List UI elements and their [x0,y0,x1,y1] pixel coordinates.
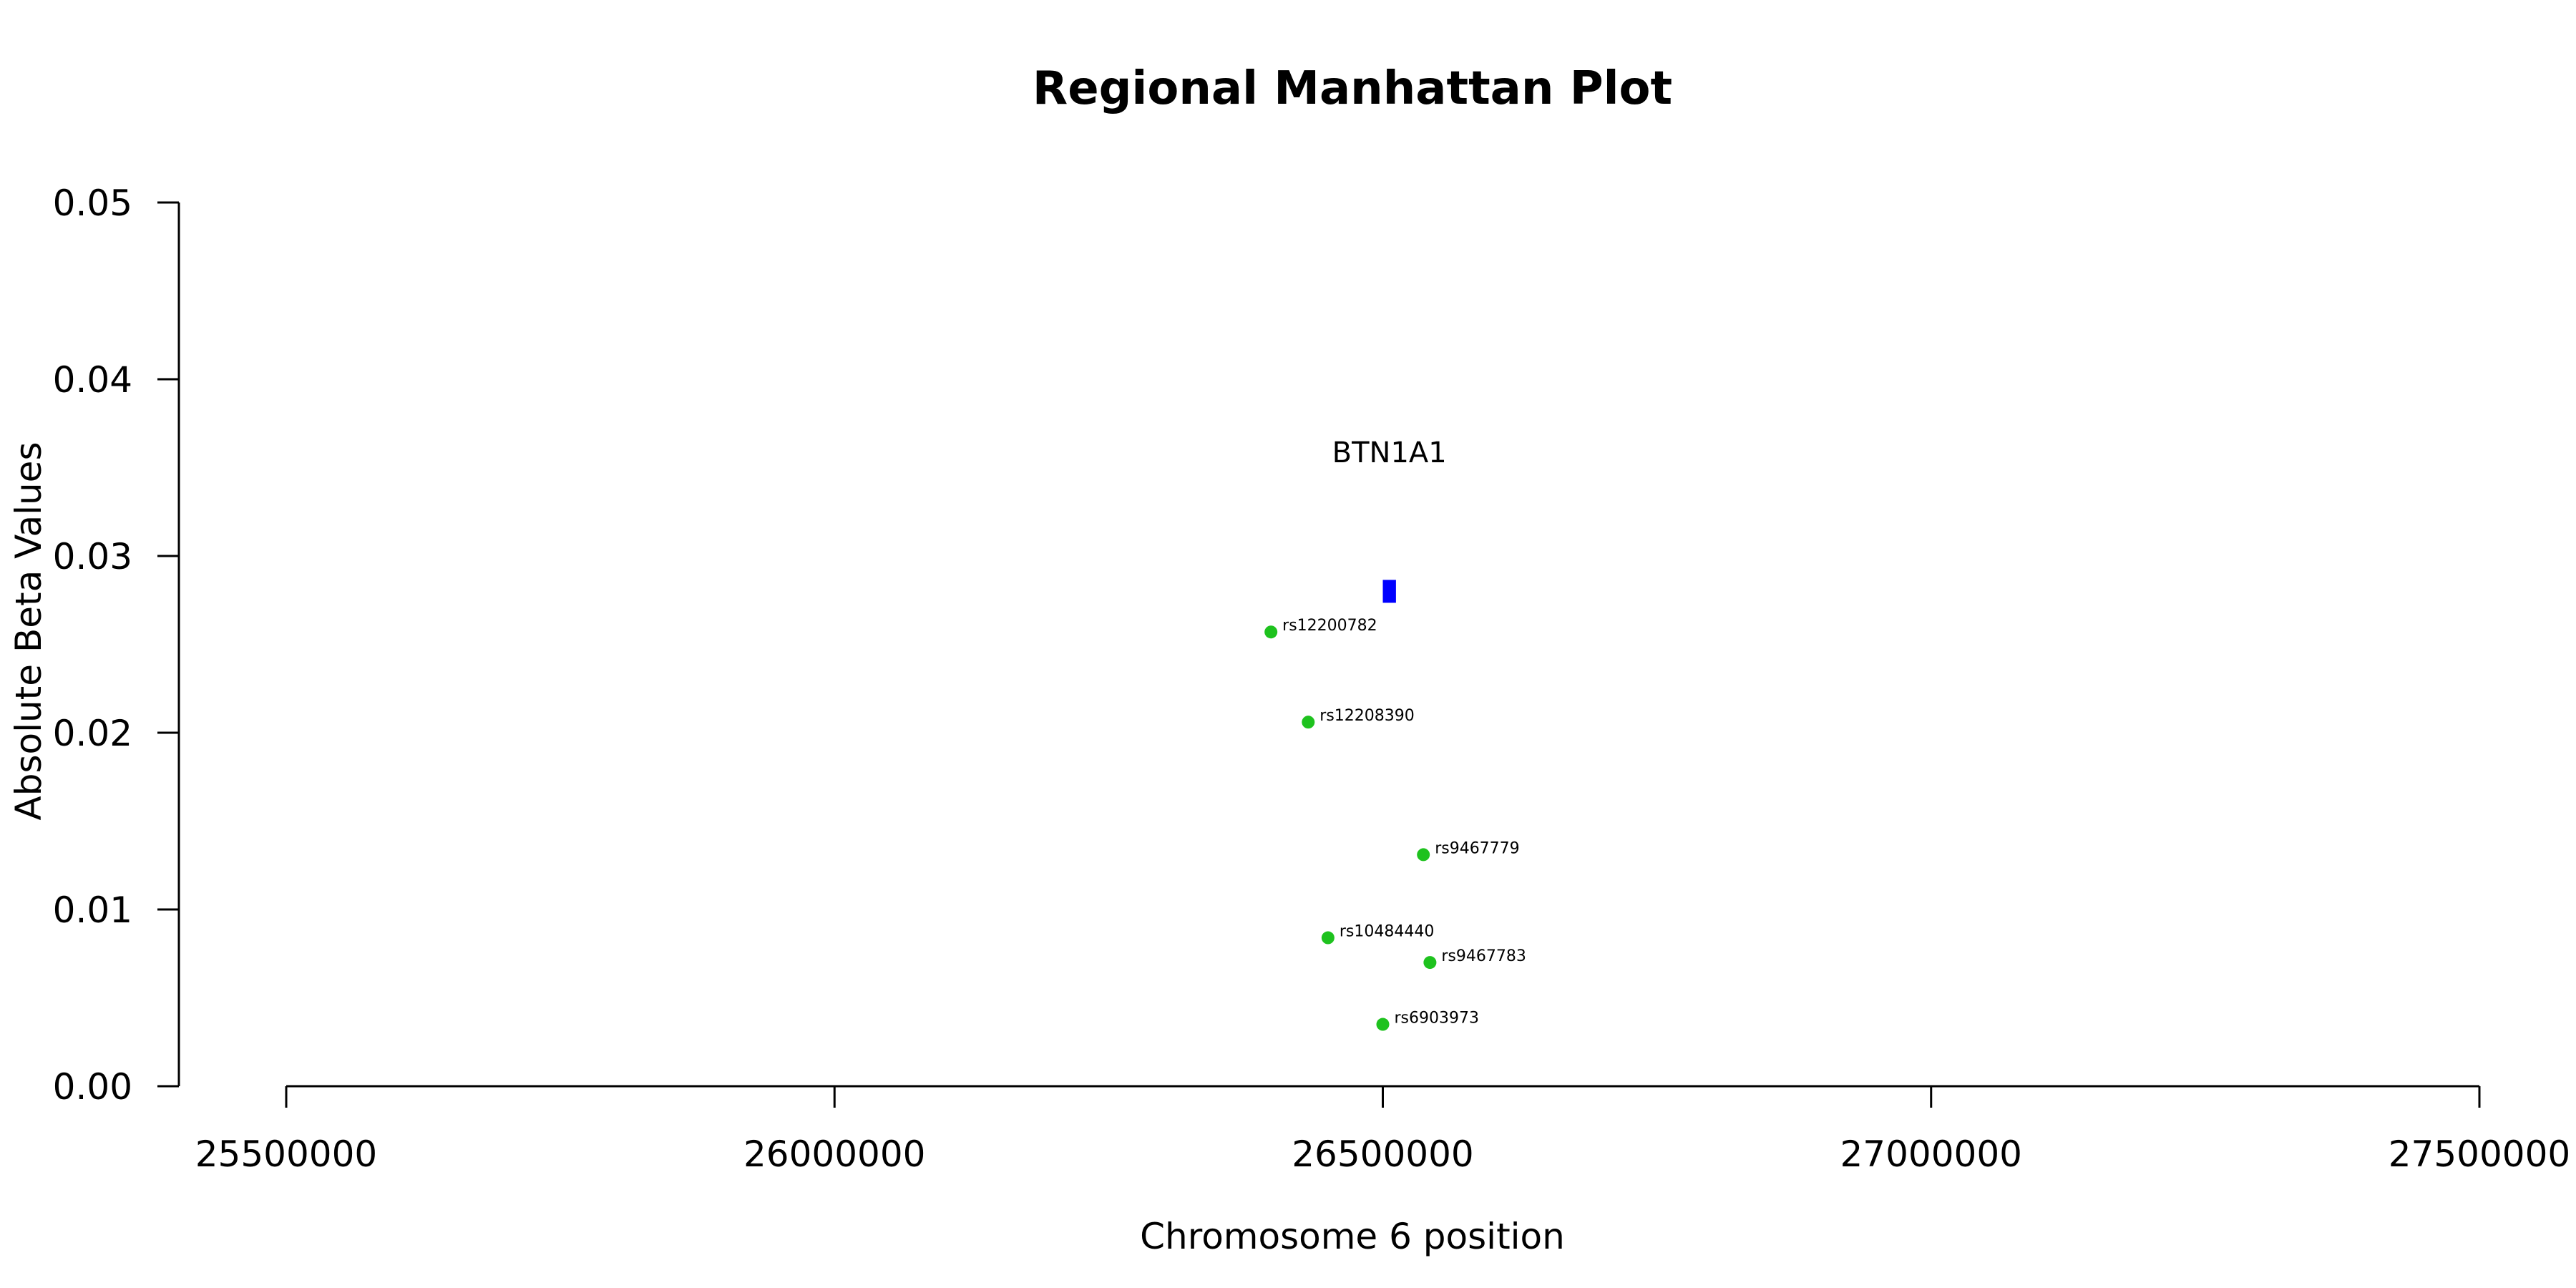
y-axis: 0.00 0.01 0.02 0.03 0.04 0.05 [53,182,180,1108]
snp-label: rs10484440 [1340,923,1434,941]
y-tick-label: 0.04 [53,359,132,401]
y-tick-label: 0.01 [53,889,132,931]
snp-points: rs12200782 rs12208390 rs9467779 rs10484440 r… [1264,617,1526,1031]
x-tick-label: 25500000 [195,1133,378,1175]
snp-label: rs12208390 [1319,707,1414,725]
x-tick-label: 27500000 [2389,1133,2571,1175]
snp-point [1302,716,1315,729]
snp-point [1417,848,1430,862]
snp-label: rs9467779 [1435,839,1520,857]
gene-box-btn1a1 [1382,580,1396,603]
gene-label: BTN1A1 [1332,436,1447,469]
y-tick-label: 0.03 [53,536,132,577]
chart-title: Regional Manhattan Plot [1033,62,1672,115]
snp-point [1321,931,1335,945]
y-tick-label: 0.02 [53,713,132,754]
x-tick-label: 26500000 [1292,1133,1474,1175]
snp-label: rs9467783 [1441,947,1526,965]
snp-label: rs6903973 [1395,1010,1480,1028]
gene-track: BTN1A1 [1332,436,1447,603]
snp-point [1423,956,1437,970]
x-tick-label: 26000000 [743,1133,926,1175]
x-axis: 25500000 26000000 26500000 27000000 27500000 [195,1085,2571,1175]
y-tick-label: 0.00 [53,1066,132,1108]
x-tick-label: 27000000 [1840,1133,2023,1175]
snp-label: rs12200782 [1282,617,1377,635]
y-tick-label: 0.05 [53,182,132,224]
snp-point [1376,1018,1390,1031]
snp-point [1264,625,1278,639]
x-axis-title: Chromosome 6 position [1140,1216,1565,1257]
y-axis-title: Absolute Beta Values [8,442,49,821]
